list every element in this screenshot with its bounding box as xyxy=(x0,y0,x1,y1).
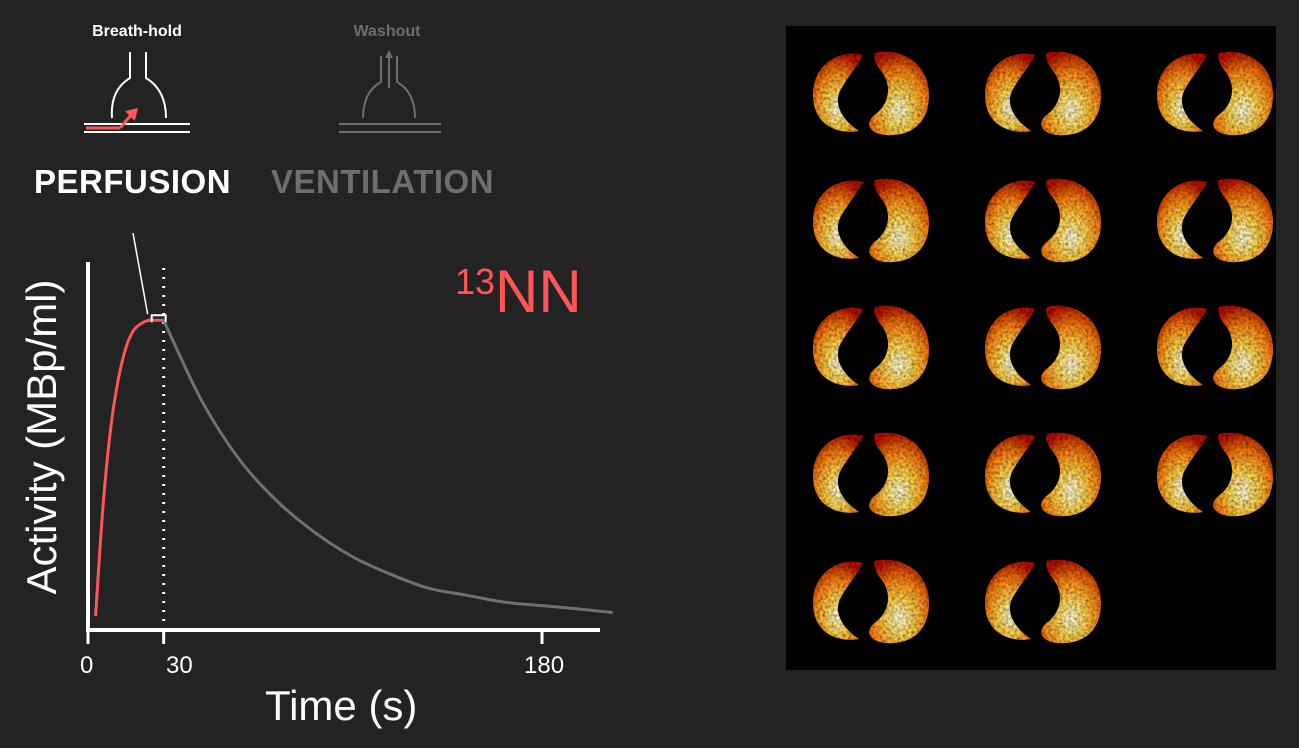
lung-slice-10 xyxy=(813,432,929,517)
tracer-mass-number: 13 xyxy=(455,261,496,302)
lung-slice-2 xyxy=(985,51,1101,136)
plateau-connector-line xyxy=(132,232,149,315)
x-tick-0: 0 xyxy=(80,652,94,679)
washout-lungs-icon xyxy=(339,50,441,133)
x-tick-30: 30 xyxy=(166,652,193,679)
lung-slice-3 xyxy=(1157,51,1273,136)
lung-slice-7 xyxy=(813,305,929,390)
tracer-symbol: NN xyxy=(495,258,582,325)
lung-pet-slice-panel xyxy=(786,26,1276,670)
plateau-bracket xyxy=(150,314,167,323)
washout-label: Washout xyxy=(353,23,421,40)
series-line-0 xyxy=(94,318,164,617)
tracer-label: 13NN xyxy=(455,257,582,326)
lung-slice-1 xyxy=(813,51,929,136)
lung-slice-5 xyxy=(985,178,1101,263)
lung-slice-13 xyxy=(813,559,929,644)
lung-slice-12 xyxy=(1157,432,1273,517)
breath-hold-label: Breath-hold xyxy=(92,23,182,40)
activity-curve-chart xyxy=(86,232,613,644)
x-axis-label: Time (s) xyxy=(265,682,418,729)
x-tick-180: 180 xyxy=(524,652,565,679)
breath-hold-lungs-icon xyxy=(84,52,190,133)
ventilation-label: VENTILATION xyxy=(271,163,495,200)
series-line-1 xyxy=(162,319,613,615)
lung-slice-6 xyxy=(1157,178,1273,263)
lung-slice-9 xyxy=(1157,305,1273,390)
lung-slice-4 xyxy=(813,178,929,263)
lung-slice-11 xyxy=(985,432,1101,517)
lung-slice-8 xyxy=(985,305,1101,390)
lung-slice-14 xyxy=(985,559,1101,644)
perfusion-label: PERFUSION xyxy=(34,163,232,200)
